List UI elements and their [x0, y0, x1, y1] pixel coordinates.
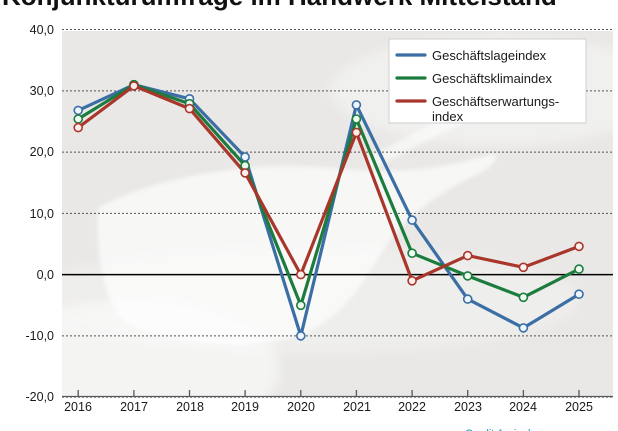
svg-text:index: index	[432, 109, 464, 124]
svg-text:2016: 2016	[64, 400, 92, 414]
svg-text:20,0: 20,0	[30, 145, 54, 159]
svg-text:-20,0: -20,0	[26, 390, 55, 404]
svg-text:-10,0: -10,0	[26, 329, 55, 343]
svg-text:40,0: 40,0	[30, 23, 54, 37]
svg-text:2019: 2019	[231, 400, 259, 414]
svg-text:2023: 2023	[454, 400, 482, 414]
svg-text:2021: 2021	[343, 400, 371, 414]
svg-text:10,0: 10,0	[30, 207, 54, 221]
svg-text:Geschäftsklimaindex: Geschäftsklimaindex	[432, 71, 552, 86]
svg-text:30,0: 30,0	[30, 84, 54, 98]
svg-text:0,0: 0,0	[37, 268, 54, 282]
svg-text:2018: 2018	[176, 400, 204, 414]
svg-text:Geschäftslageindex: Geschäftslageindex	[432, 48, 547, 63]
svg-text:2022: 2022	[398, 400, 426, 414]
svg-text:Geschäftserwartungs-: Geschäftserwartungs-	[432, 94, 559, 109]
svg-text:2020: 2020	[287, 400, 315, 414]
svg-text:2025: 2025	[565, 400, 593, 414]
svg-text:2024: 2024	[509, 400, 537, 414]
svg-text:2017: 2017	[120, 400, 148, 414]
